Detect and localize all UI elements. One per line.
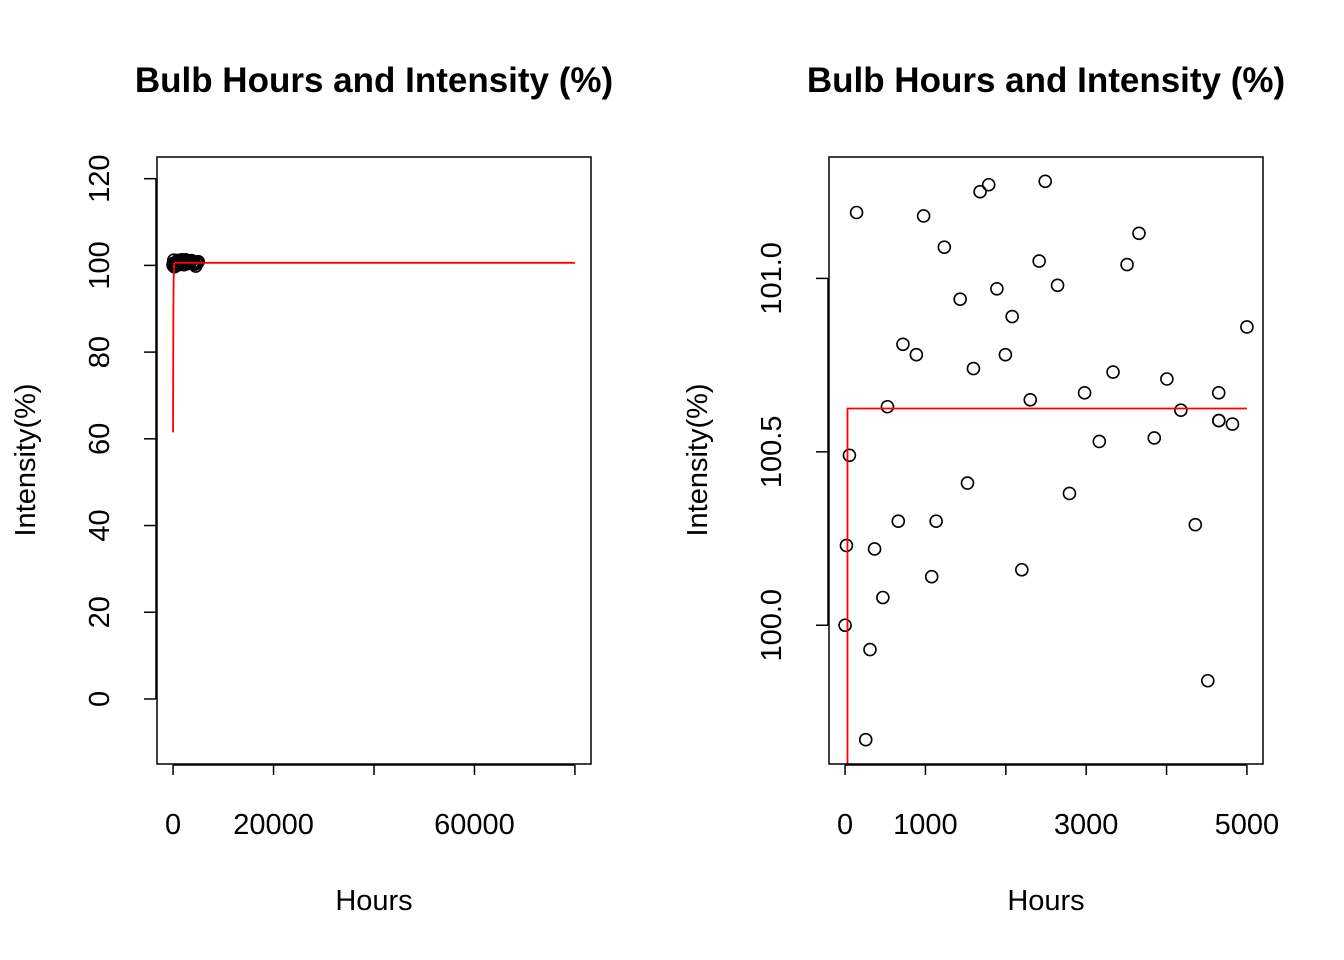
left-fit-line — [172, 261, 575, 433]
right-data-point — [1240, 320, 1254, 334]
right-x-axis-label: Hours — [1007, 885, 1084, 917]
right-data-point — [896, 337, 910, 352]
left-plot-area — [166, 253, 575, 433]
right-data-point — [891, 514, 906, 529]
right-data-point — [838, 618, 852, 633]
right-x-tick-label: 3000 — [1054, 809, 1119, 841]
right-data-point — [1188, 517, 1203, 532]
right-plot-marks — [838, 174, 1254, 764]
left-y-tick-label: 40 — [84, 509, 116, 541]
left-plot-box — [156, 156, 592, 765]
right-data-point — [842, 448, 857, 463]
right-data-point — [1106, 365, 1120, 379]
left-x-tick-label: 60000 — [434, 809, 515, 841]
right-data-point — [1120, 257, 1134, 272]
right-data-point — [867, 542, 882, 556]
right-y-axis-label: Intensity(%) — [682, 383, 714, 536]
left-y-tick-label: 100 — [84, 241, 116, 289]
right-y-tick-label: 100.5 — [756, 416, 788, 489]
right-plot-box — [828, 156, 1264, 765]
right-data-point — [849, 205, 864, 220]
right-data-point — [998, 347, 1013, 362]
right-y-axis: 100.0 100.5 101.0 — [756, 242, 829, 662]
right-x-axis: 0 1000 3000 5000 — [837, 764, 1280, 841]
right-plot-title: Bulb Hours and Intensity (%) — [807, 61, 1285, 100]
right-fit-line — [846, 407, 1247, 764]
right-data-point — [858, 732, 873, 747]
right-data-point — [1147, 431, 1162, 445]
right-data-point — [1023, 392, 1038, 407]
left-y-tick-label: 120 — [84, 154, 116, 202]
right-data-point — [1212, 413, 1226, 428]
right-data-point — [953, 292, 967, 307]
left-plot-marks — [166, 253, 575, 433]
right-y-tick-label: 100.0 — [756, 589, 788, 662]
right-data-point — [916, 209, 931, 223]
right-data-point — [1005, 309, 1019, 324]
right-x-tick-label: 0 — [837, 809, 853, 841]
right-data-point — [1132, 226, 1146, 241]
right-data-point — [966, 361, 981, 376]
right-x-tick-label: 5000 — [1215, 809, 1280, 841]
right-data-point — [1032, 254, 1046, 268]
right-data-point — [876, 590, 890, 605]
left-x-axis-label: Hours — [335, 885, 412, 917]
right-data-point — [1225, 417, 1240, 431]
right-data-point — [1200, 673, 1215, 688]
right-data-point — [863, 642, 877, 657]
right-data-point — [1050, 278, 1065, 293]
right-data-point — [929, 514, 943, 529]
left-y-tick-label: 0 — [84, 691, 116, 707]
right-x-tick-label: 1000 — [893, 809, 958, 841]
right-data-point — [1160, 372, 1174, 386]
right-plot-area — [838, 174, 1254, 764]
left-y-tick-label: 80 — [84, 336, 116, 368]
right-data-point — [1174, 403, 1188, 418]
right-data-point — [1038, 174, 1052, 189]
left-y-tick-label: 60 — [84, 423, 116, 455]
right-data-point — [981, 177, 996, 192]
right-data-point — [937, 240, 952, 254]
right-data-point — [960, 476, 975, 490]
right-data-point — [924, 569, 939, 584]
right-data-point — [880, 399, 895, 414]
right-data-point — [1092, 434, 1107, 449]
right-data-point — [1211, 386, 1226, 400]
left-x-tick-label: 0 — [165, 809, 181, 841]
left-x-axis: 0 20000 60000 — [165, 764, 576, 841]
right-y-tick-label: 101.0 — [756, 242, 788, 315]
right-data-point — [1062, 486, 1077, 501]
right-data-point — [839, 538, 854, 553]
right-plot-panel: Bulb Hours and Intensity (%) 0 1000 3000 50… — [682, 61, 1285, 917]
right-data-point — [1077, 386, 1092, 400]
left-y-axis: 0 20 40 60 80 100 120 — [84, 154, 157, 707]
right-data-point — [973, 184, 987, 199]
left-x-tick-label: 20000 — [233, 809, 314, 841]
right-data-point — [1015, 562, 1029, 577]
left-y-tick-label: 20 — [84, 596, 116, 628]
left-plot-title: Bulb Hours and Intensity (%) — [135, 61, 613, 100]
left-plot-panel: Bulb Hours and Intensity (%) 0 20000 60000… — [10, 61, 613, 917]
right-data-point — [909, 347, 924, 362]
right-data-point — [990, 282, 1004, 296]
left-data-point — [191, 254, 205, 269]
left-y-axis-label: Intensity(%) — [10, 383, 42, 536]
